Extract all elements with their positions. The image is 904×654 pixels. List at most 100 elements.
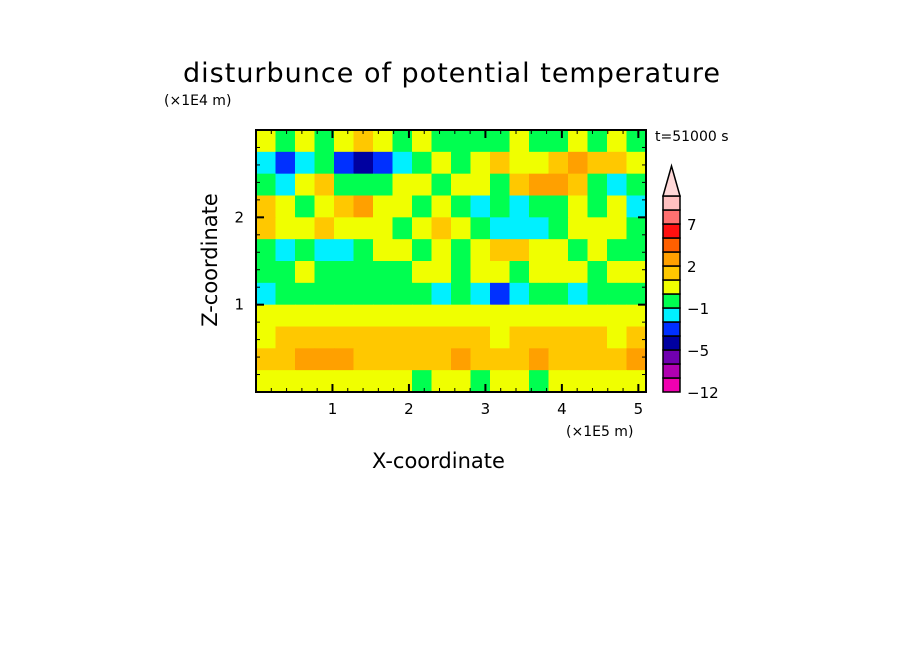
- field-cell: [587, 217, 608, 240]
- field-cell: [568, 130, 589, 153]
- colorbar-tick-label: 7: [687, 216, 697, 234]
- field-cell: [353, 304, 374, 328]
- field-cell: [470, 151, 491, 175]
- colorbar-segment: [662, 209, 681, 225]
- field-cell: [314, 130, 335, 153]
- plot-frame: [255, 129, 647, 393]
- field-cell: [509, 195, 530, 218]
- field-cell: [412, 217, 433, 240]
- field-cell: [431, 261, 452, 284]
- field-cell: [548, 261, 569, 284]
- field-cell: [275, 348, 296, 371]
- field-cell: [412, 173, 433, 197]
- field-cell: [431, 173, 452, 197]
- field-cell: [529, 239, 550, 262]
- field-cell: [275, 130, 296, 153]
- field-cell: [451, 239, 472, 262]
- field-cell: [275, 326, 296, 349]
- field-cell: [275, 282, 296, 306]
- x-tick-label: 4: [557, 400, 567, 418]
- field-cell: [295, 304, 316, 328]
- field-cell: [275, 195, 296, 218]
- field-cell: [412, 261, 433, 284]
- field-cell: [529, 348, 550, 371]
- y-axis-label: Z-coordinate: [198, 193, 222, 327]
- field-cell: [373, 282, 394, 306]
- field-cell: [295, 239, 316, 262]
- field-cell: [509, 326, 530, 349]
- field-cell: [314, 239, 335, 262]
- colorbar-segment: [662, 363, 681, 379]
- field-cell: [275, 304, 296, 328]
- field-cell: [587, 348, 608, 371]
- field-cell: [353, 261, 374, 284]
- field-cell: [568, 195, 589, 218]
- field-cell: [334, 217, 355, 240]
- field-cell: [373, 151, 394, 175]
- field-cell: [295, 130, 316, 153]
- field-cell: [548, 151, 569, 175]
- field-cell: [607, 239, 628, 262]
- field-cell: [431, 239, 452, 262]
- field-cell: [607, 370, 628, 393]
- field-cell: [256, 282, 277, 306]
- field-cell: [353, 348, 374, 371]
- field-cell: [353, 217, 374, 240]
- field-cell: [275, 217, 296, 240]
- field-cell: [490, 217, 511, 240]
- field-cell: [607, 151, 628, 175]
- field-cell: [626, 282, 647, 306]
- field-cell: [431, 326, 452, 349]
- y-axis-unit: (×1E4 m): [164, 93, 232, 109]
- field-cell: [275, 239, 296, 262]
- field-cell: [470, 304, 491, 328]
- field-cell: [412, 130, 433, 153]
- field-cell: [548, 217, 569, 240]
- field-cell: [314, 370, 335, 393]
- field-cell: [431, 348, 452, 371]
- field-cell: [548, 195, 569, 218]
- field-cell: [548, 370, 569, 393]
- field-cell: [626, 151, 647, 175]
- field-cell: [451, 304, 472, 328]
- field-cell: [451, 195, 472, 218]
- time-annotation: t=51000 s: [655, 129, 729, 145]
- colorbar-segment: [662, 265, 681, 281]
- field-cell: [470, 130, 491, 153]
- field-cell: [470, 261, 491, 284]
- field-cell: [392, 304, 413, 328]
- field-cell: [275, 261, 296, 284]
- field-cell: [451, 326, 472, 349]
- field-cell: [314, 217, 335, 240]
- x-tick-label: 2: [404, 400, 414, 418]
- field-cell: [490, 261, 511, 284]
- field-cell: [353, 282, 374, 306]
- field-cell: [314, 151, 335, 175]
- field-cell: [509, 261, 530, 284]
- field-cell: [607, 173, 628, 197]
- field-cell: [256, 370, 277, 393]
- field-cell: [275, 370, 296, 393]
- field-cell: [256, 348, 277, 371]
- field-cell: [431, 130, 452, 153]
- field-cell: [373, 195, 394, 218]
- field-cell: [412, 282, 433, 306]
- field-cell: [626, 326, 647, 349]
- field-cell: [470, 326, 491, 349]
- field-cell: [392, 261, 413, 284]
- field-cell: [509, 151, 530, 175]
- field-cell: [470, 239, 491, 262]
- field-cell: [568, 217, 589, 240]
- colorbar-segment: [662, 293, 681, 309]
- field-cell: [451, 348, 472, 371]
- field-cell: [529, 304, 550, 328]
- field-cell: [334, 173, 355, 197]
- field-cell: [392, 370, 413, 393]
- field-cell: [587, 130, 608, 153]
- field-cell: [626, 239, 647, 262]
- field-cell: [587, 326, 608, 349]
- field-cell: [314, 173, 335, 197]
- field-cell: [490, 304, 511, 328]
- field-cell: [529, 370, 550, 393]
- field-cell: [353, 370, 374, 393]
